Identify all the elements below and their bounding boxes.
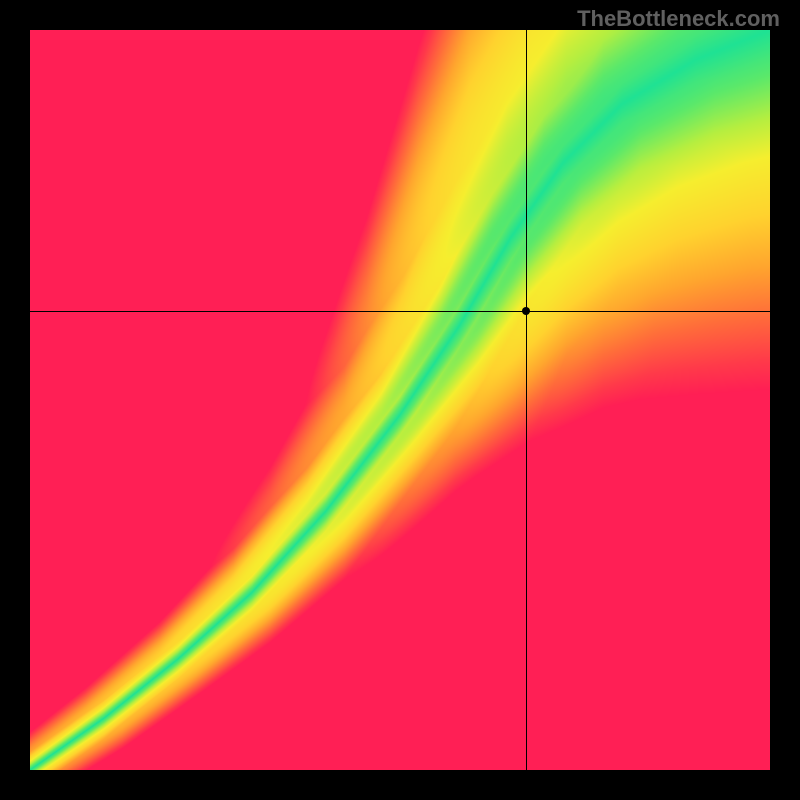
watermark-text: TheBottleneck.com: [577, 6, 780, 32]
heatmap-canvas: [30, 30, 770, 770]
crosshair-vertical: [526, 30, 527, 770]
plot-area: [30, 30, 770, 770]
crosshair-horizontal: [30, 311, 770, 312]
chart-container: TheBottleneck.com: [0, 0, 800, 800]
marker-dot: [522, 307, 530, 315]
